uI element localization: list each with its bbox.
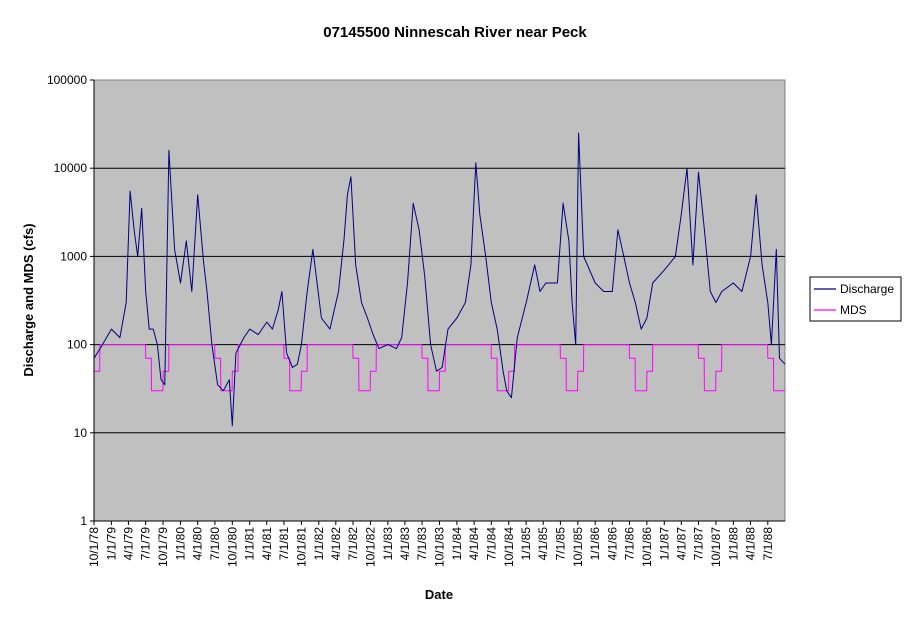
x-tick-label: 1/1/84 xyxy=(450,527,464,561)
y-tick-label: 10 xyxy=(74,426,88,440)
x-tick-label: 4/1/88 xyxy=(744,527,758,561)
x-tick-label: 10/1/87 xyxy=(709,527,723,567)
x-tick-label: 4/1/80 xyxy=(191,527,205,561)
x-tick-label: 1/1/82 xyxy=(312,527,326,561)
x-tick-label: 10/1/83 xyxy=(433,527,447,567)
legend-box xyxy=(809,276,902,322)
x-tick-label: 10/1/84 xyxy=(502,527,516,567)
x-tick-label: 7/1/84 xyxy=(484,527,498,561)
x-tick-label: 1/1/80 xyxy=(173,527,187,561)
x-axis: 10/1/78 1/1/79 4/1/79 7/1/79 10/1/79 1/1/80 4/… xyxy=(87,520,785,567)
x-tick-label: 7/1/86 xyxy=(622,527,636,561)
x-tick-label: 1/1/83 xyxy=(381,527,395,561)
x-tick-label: 1/1/85 xyxy=(519,527,533,561)
x-tick-label: 4/1/83 xyxy=(398,527,412,561)
legend: Discharge MDS xyxy=(809,276,902,322)
x-tick-label: 10/1/80 xyxy=(225,527,239,567)
x-tick-label: 4/1/81 xyxy=(260,527,274,561)
x-tick-label: 10/1/81 xyxy=(294,527,308,567)
y-tick-label: 100 xyxy=(67,338,87,352)
x-tick-label: 4/1/82 xyxy=(329,527,343,561)
y-axis-title: Discharge and MDS (cfs) xyxy=(21,223,36,376)
x-tick-label: 7/1/83 xyxy=(415,527,429,561)
x-tick-label: 7/1/79 xyxy=(139,527,153,561)
legend-label-mds: MDS xyxy=(840,303,867,317)
x-tick-label: 7/1/87 xyxy=(692,527,706,561)
y-tick-label: 10000 xyxy=(54,161,88,175)
plot-area xyxy=(93,79,786,522)
y-tick-label: 100000 xyxy=(47,73,87,87)
x-tick-label: 4/1/85 xyxy=(536,527,550,561)
y-axis: 1 10 100 1000 10000 100000 xyxy=(47,73,95,528)
x-tick-label: 10/1/85 xyxy=(571,527,585,567)
x-tick-label: 1/1/79 xyxy=(104,527,118,561)
series-line-mds xyxy=(94,344,785,392)
x-tick-label: 4/1/86 xyxy=(605,527,619,561)
series-lines xyxy=(93,132,786,427)
x-tick-label: 1/1/87 xyxy=(657,527,671,561)
x-tick-label: 4/1/79 xyxy=(121,527,135,561)
x-tick-label: 7/1/82 xyxy=(346,527,360,561)
x-tick-label: 7/1/85 xyxy=(553,527,567,561)
x-axis-title: Date xyxy=(425,587,453,602)
chart-title: 07145500 Ninnescah River near Peck xyxy=(323,24,587,41)
x-tick-label: 10/1/78 xyxy=(87,527,101,567)
x-tick-label: 10/1/79 xyxy=(156,527,170,567)
x-tick-label: 7/1/88 xyxy=(761,527,775,561)
x-tick-label: 4/1/84 xyxy=(467,527,481,561)
y-tick-label: 1 xyxy=(80,514,87,528)
y-tick-label: 1000 xyxy=(60,249,87,263)
x-tick-label: 7/1/80 xyxy=(208,527,222,561)
series-line-discharge xyxy=(93,132,786,427)
x-tick-label: 4/1/87 xyxy=(674,527,688,561)
x-tick-label: 1/1/86 xyxy=(588,527,602,561)
x-tick-label: 7/1/81 xyxy=(277,527,291,561)
x-tick-label: 10/1/86 xyxy=(640,527,654,567)
x-tick-label: 1/1/88 xyxy=(726,527,740,561)
x-tick-label: 10/1/82 xyxy=(363,527,377,567)
legend-label-discharge: Discharge xyxy=(840,282,894,296)
x-tick-label: 1/1/81 xyxy=(243,527,257,561)
